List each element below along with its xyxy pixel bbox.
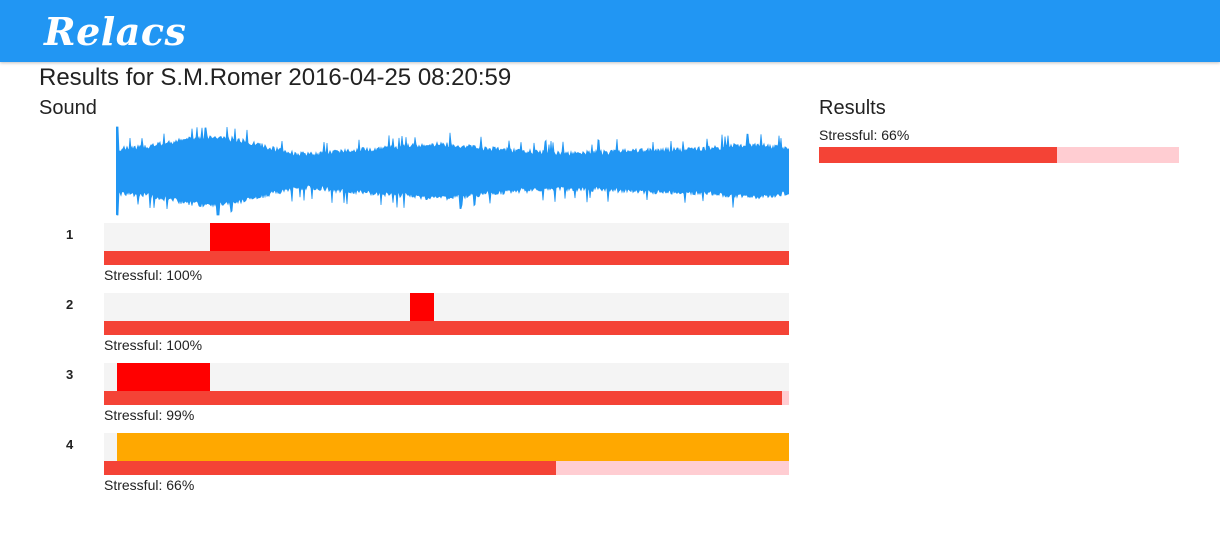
stress-fill	[104, 251, 789, 265]
stress-fill	[104, 321, 789, 335]
stress-fill	[104, 461, 557, 475]
segment-row: 1 Stressful: 100%	[0, 223, 800, 293]
segment-timeline[interactable]	[104, 223, 789, 251]
segment-marker[interactable]	[410, 293, 435, 321]
segment-row: 4 Stressful: 66%	[0, 433, 800, 503]
app-bar: Relacs	[0, 0, 1220, 62]
sound-waveform	[116, 126, 789, 216]
summary-stress-label: Stressful: 66%	[819, 127, 910, 143]
stress-label: Stressful: 100%	[104, 337, 203, 353]
segment-marker[interactable]	[210, 223, 271, 251]
waveform-path	[116, 126, 789, 216]
summary-stress-fill	[819, 147, 1057, 163]
segment-timeline[interactable]	[104, 293, 789, 321]
segment-number: 3	[66, 367, 74, 382]
segment-marker[interactable]	[117, 433, 789, 461]
stress-fill	[104, 391, 783, 405]
segment-number: 1	[66, 227, 74, 242]
results-section-title: Results	[819, 97, 886, 119]
stress-label: Stressful: 66%	[104, 477, 195, 493]
segment-timeline[interactable]	[104, 433, 789, 461]
summary-stress-bar	[819, 147, 1179, 163]
segment-row: 2 Stressful: 100%	[0, 293, 800, 363]
segment-number: 2	[66, 297, 74, 312]
segment-number: 4	[66, 437, 74, 452]
segment-timeline[interactable]	[104, 363, 789, 391]
page-title: Results for S.M.Romer 2016-04-25 08:20:5…	[39, 64, 512, 91]
segment-marker[interactable]	[117, 363, 211, 391]
segment-row: 3 Stressful: 99%	[0, 363, 800, 433]
stress-label: Stressful: 100%	[104, 267, 203, 283]
stress-bar	[104, 321, 789, 335]
brand-logo[interactable]: Relacs	[44, 9, 187, 54]
stress-bar	[104, 461, 789, 475]
stress-label: Stressful: 99%	[104, 407, 195, 423]
stress-bar	[104, 251, 789, 265]
sound-section-title: Sound	[39, 97, 97, 119]
stress-bar	[104, 391, 789, 405]
